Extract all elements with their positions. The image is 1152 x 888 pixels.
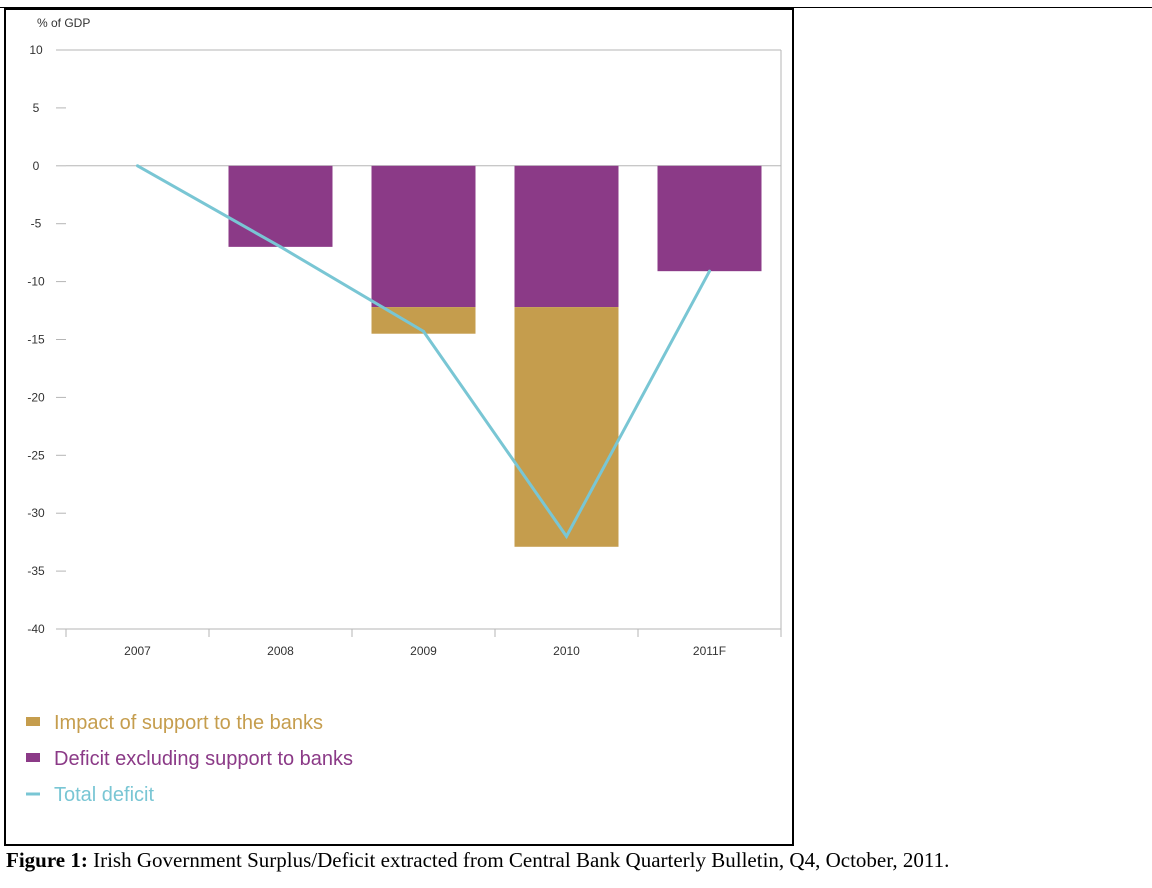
y-tick-label: 5 [33,101,40,115]
x-tick-label: 2009 [410,644,437,658]
y-tick-label: 10 [29,43,43,57]
legend-label: Deficit excluding support to banks [54,748,353,770]
y-tick-label: -5 [31,217,42,231]
y-tick-label: -10 [27,275,45,289]
legend-swatch [26,753,40,762]
figure-caption: Figure 1: Irish Government Surplus/Defic… [6,848,1148,873]
x-tick-label: 2010 [553,644,580,658]
figure-frame: % of GDP 10 5 0 -5 -10 -15 -20 -25 -30 -35 -40 2007 2… [4,8,794,846]
deficit-chart: % of GDP 10 5 0 -5 -10 -15 -20 -25 -30 -35 -40 2007 2… [26,16,782,806]
x-tick-label: 2007 [124,644,151,658]
line-point [136,164,139,168]
x-tick-label: 2011F [693,644,726,658]
bar [514,307,619,547]
y-tick-label: -30 [27,506,45,520]
y-tick-label: 0 [33,159,40,173]
legend-label: Impact of support to the banks [54,712,323,734]
chart-axes: % of GDP 10 5 0 -5 -10 -15 -20 -25 -30 -35 -40 2007 2… [27,16,782,658]
line-point [565,534,568,538]
bar [228,165,333,247]
bar [514,165,619,308]
y-tick-label: -25 [27,448,45,462]
chart-bars [228,165,762,547]
line-point [279,245,282,249]
y-tick-label: -20 [27,390,45,404]
chart-line [136,164,711,540]
y-tick-label: -35 [27,564,45,578]
line-point [708,269,711,273]
y-axis-label: % of GDP [37,16,90,30]
y-tick-label: -15 [27,333,45,347]
legend-label: Total deficit [54,784,154,806]
bar [657,165,762,272]
caption-text: Irish Government Surplus/Deficit extract… [87,848,950,872]
x-tick-label: 2008 [267,644,294,658]
caption-label: Figure 1: [6,848,88,872]
bar [371,165,476,308]
chart-legend: Impact of support to the banks Deficit ex… [26,712,353,806]
top-rule [0,7,1152,8]
y-tick-label: -40 [27,622,45,636]
line-point [422,329,425,333]
legend-swatch [26,717,40,726]
